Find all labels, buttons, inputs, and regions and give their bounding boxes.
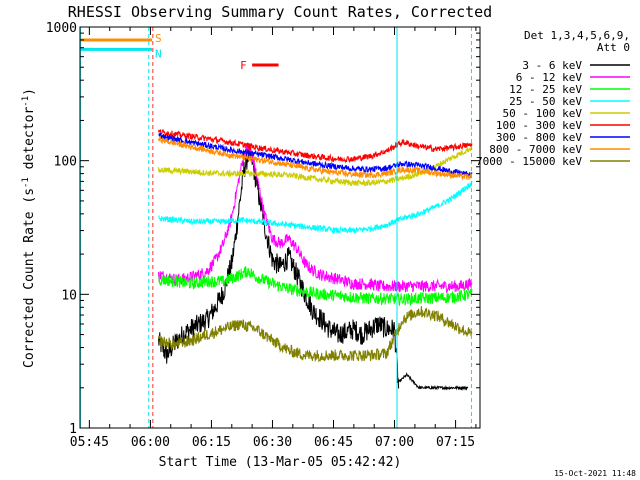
x-tick-label: 06:00: [131, 435, 170, 450]
flag-label-n: N: [155, 47, 162, 60]
series-line-3: [158, 180, 473, 235]
legend-label-7: 800 - 7000 keV: [489, 143, 582, 156]
x-tick-label: 06:30: [253, 435, 292, 450]
y-tick-label: 100: [54, 155, 77, 170]
x-tick-label: 06:45: [314, 435, 353, 450]
y-tick-label: 1: [69, 422, 77, 437]
x-tick-label: 06:15: [192, 435, 231, 450]
legend-header-attenuator: Att 0: [597, 41, 630, 54]
series-line-0: [158, 147, 400, 389]
series-layer: [158, 129, 473, 391]
legend-label-8: 7000 - 15000 keV: [476, 155, 582, 168]
y-axis-label-end: ): [22, 88, 37, 96]
series-line-6: [158, 131, 473, 179]
legend-label-1: 6 - 12 keV: [516, 71, 583, 84]
y-axis-label-mid: detector: [22, 107, 37, 178]
x-tick-label: 05:45: [70, 435, 109, 450]
series-line-0-tail: [398, 372, 469, 391]
x-axis-label: Start Time (13-Mar-05 05:42:42): [159, 455, 402, 470]
flag-label-s: S: [155, 32, 162, 45]
y-axis-label-sup2: -1: [21, 96, 31, 107]
legend-header-detectors: Det 1,3,4,5,6,9,: [524, 29, 630, 42]
y-axis-label-sup1: -1: [21, 177, 31, 188]
legend-label-2: 12 - 25 keV: [509, 83, 582, 96]
series-line-8: [158, 305, 473, 363]
flag-label-f: F: [240, 59, 247, 72]
y-tick-label: 1000: [46, 21, 77, 36]
y-axis-label-main: Corrected Count Rate (s: [22, 188, 37, 368]
legend-label-5: 100 - 300 keV: [496, 119, 582, 132]
y-tick-label: 10: [61, 288, 77, 303]
legend-label-3: 25 - 50 keV: [509, 95, 582, 108]
series-line-7: [158, 135, 473, 181]
legend-label-6: 300 - 800 keV: [496, 131, 582, 144]
y-axis-label: Corrected Count Rate (s-1 detector-1): [21, 88, 37, 368]
series-line-4: [158, 145, 473, 187]
legend-label-0: 3 - 6 keV: [522, 59, 582, 72]
axis-layer: 05:45 06:00 06:15 06:30 06:45 07:00 07:15 1 10 10…: [46, 21, 480, 450]
series-line-2: [158, 266, 473, 307]
x-tick-label: 07:00: [375, 435, 414, 450]
flag-layer: SN F: [80, 32, 279, 72]
series-line-1: [158, 144, 473, 293]
chart-title: RHESSI Observing Summary Count Rates, Co…: [68, 3, 492, 21]
footer-timestamp: 15-Oct-2021 11:48: [554, 469, 636, 478]
legend-label-4: 50 - 100 keV: [503, 107, 583, 120]
x-tick-label: 07:15: [436, 435, 475, 450]
series-line-5: [158, 129, 473, 164]
plot-frame: [79, 26, 481, 429]
